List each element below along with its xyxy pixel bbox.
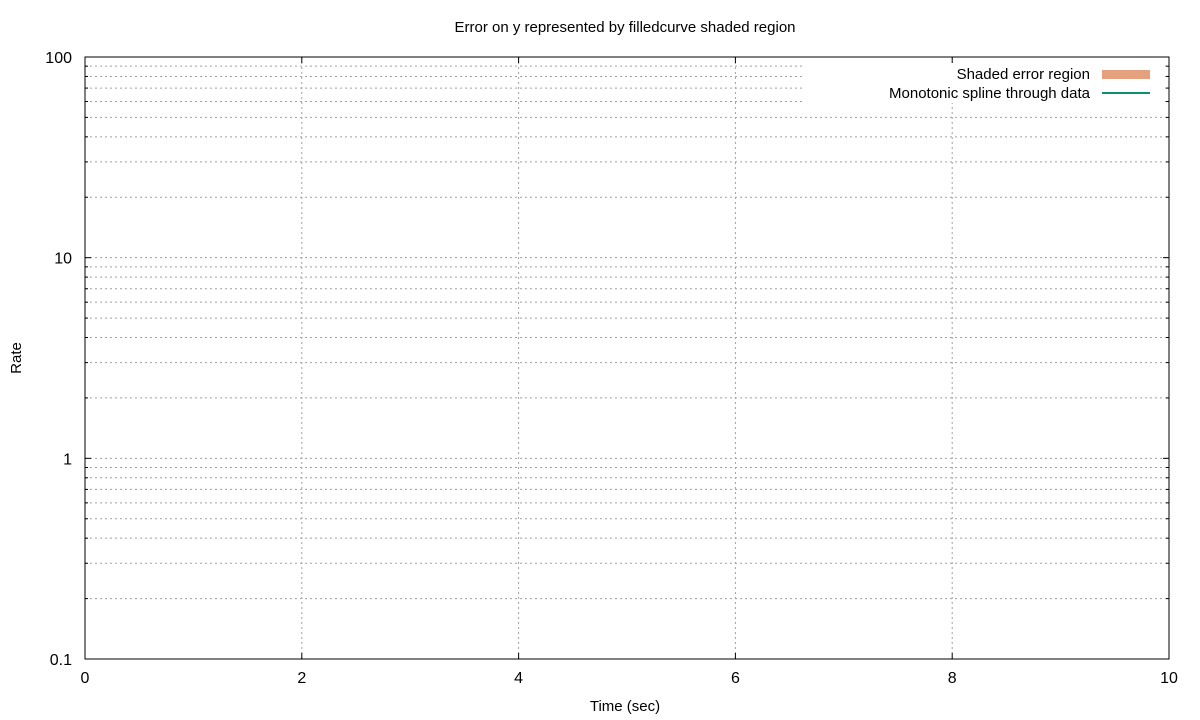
x-tick-label: 10 [1160,670,1178,687]
y-tick-label: 0.1 [50,652,72,669]
legend-swatch-shaded-region [1102,70,1150,79]
x-axis: 0 2 4 6 8 10 [81,57,1178,687]
y-tick-label: 100 [45,50,72,67]
legend-label: Monotonic spline through data [889,85,1091,102]
legend-label: Shaded error region [957,66,1090,83]
x-axis-label: Time (sec) [590,698,660,715]
chart-title: Error on y represented by filledcurve sh… [454,19,795,36]
x-tick-label: 4 [514,670,523,687]
x-tick-label: 0 [81,670,90,687]
plot-border [84,56,1170,660]
y-tick-label: 1 [63,451,72,468]
grid-lines [85,57,1169,659]
y-tick-label: 10 [54,251,72,268]
x-tick-label: 2 [297,670,306,687]
x-tick-label: 8 [948,670,957,687]
y-axis-label: Rate [8,342,25,374]
legend: Shaded error region Monotonic spline thro… [889,66,1150,102]
x-tick-label: 6 [731,670,740,687]
y-axis: 0.1 1 10 100 [45,50,72,669]
legend-background [803,63,1165,103]
